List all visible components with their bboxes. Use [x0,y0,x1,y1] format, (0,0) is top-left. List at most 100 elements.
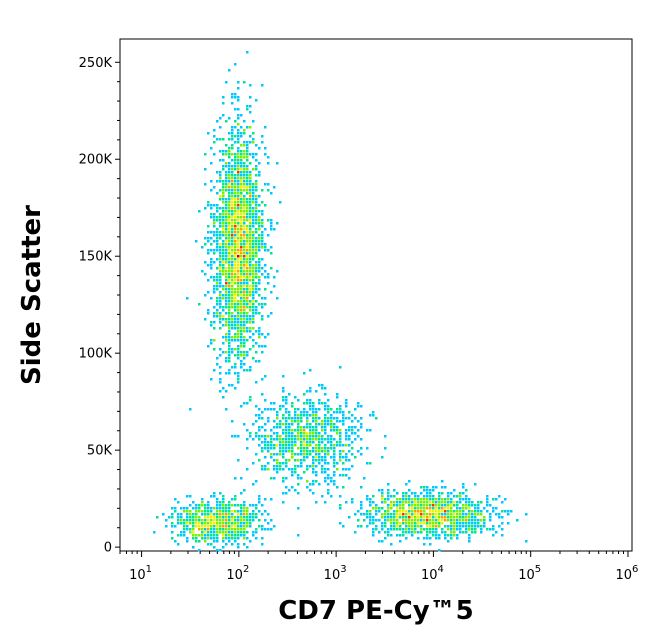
data-point [237,153,240,156]
data-point [225,198,228,201]
data-point [216,540,219,543]
data-point [285,399,288,402]
data-point [228,150,231,153]
data-point [228,519,231,522]
data-point [213,249,216,252]
data-point [447,507,450,510]
data-point [252,516,255,519]
data-point [450,498,453,501]
data-point [189,408,192,411]
data-point [258,498,261,501]
data-point [228,318,231,321]
data-point [180,516,183,519]
data-point [339,495,342,498]
data-point [348,438,351,441]
data-point [225,408,228,411]
data-point [267,444,270,447]
data-point [246,186,249,189]
data-point [468,510,471,513]
data-point [237,546,240,549]
data-point [234,189,237,192]
data-point [330,444,333,447]
data-point [222,165,225,168]
data-point [237,531,240,534]
data-point [441,519,444,522]
data-point [354,531,357,534]
data-point [420,519,423,522]
data-point [408,516,411,519]
data-point [324,450,327,453]
data-point [228,321,231,324]
data-point [402,531,405,534]
data-point [402,492,405,495]
data-point [297,534,300,537]
data-point [237,336,240,339]
data-point [312,450,315,453]
data-point [246,198,249,201]
data-point [279,468,282,471]
data-point [297,477,300,480]
data-point [210,495,213,498]
data-point [270,441,273,444]
data-point [261,543,264,546]
data-point [435,498,438,501]
data-point [246,522,249,525]
data-point [234,288,237,291]
data-point [486,498,489,501]
data-point [258,408,261,411]
data-point [246,294,249,297]
data-point [432,495,435,498]
data-point [243,282,246,285]
data-point [255,213,258,216]
data-point [438,537,441,540]
data-point [228,501,231,504]
data-point [351,501,354,504]
data-point [216,120,219,123]
data-point [225,180,228,183]
data-point [183,510,186,513]
data-point [249,252,252,255]
data-point [225,183,228,186]
data-point [240,168,243,171]
data-point [261,225,264,228]
data-point [222,189,225,192]
data-point [438,516,441,519]
data-point [237,219,240,222]
data-point [228,528,231,531]
data-point [249,279,252,282]
data-point [321,384,324,387]
data-point [201,504,204,507]
data-point [453,531,456,534]
data-point [285,417,288,420]
data-point [243,351,246,354]
data-point [483,507,486,510]
data-point [267,219,270,222]
data-point [216,288,219,291]
data-point [393,519,396,522]
data-point [204,507,207,510]
data-point [222,261,225,264]
data-point [492,525,495,528]
data-point [321,450,324,453]
data-point [405,510,408,513]
data-point [243,354,246,357]
data-point [252,270,255,273]
data-point [498,525,501,528]
data-point [414,516,417,519]
data-point [318,441,321,444]
data-point [459,525,462,528]
data-point [249,246,252,249]
data-point [264,303,267,306]
data-point [198,534,201,537]
data-point [444,507,447,510]
y-tick-label: 250K [79,56,113,71]
data-point [324,456,327,459]
data-point [252,222,255,225]
data-point [327,399,330,402]
data-point [222,294,225,297]
data-point [315,447,318,450]
data-point [210,243,213,246]
data-point [219,252,222,255]
data-point [228,516,231,519]
data-point [249,291,252,294]
